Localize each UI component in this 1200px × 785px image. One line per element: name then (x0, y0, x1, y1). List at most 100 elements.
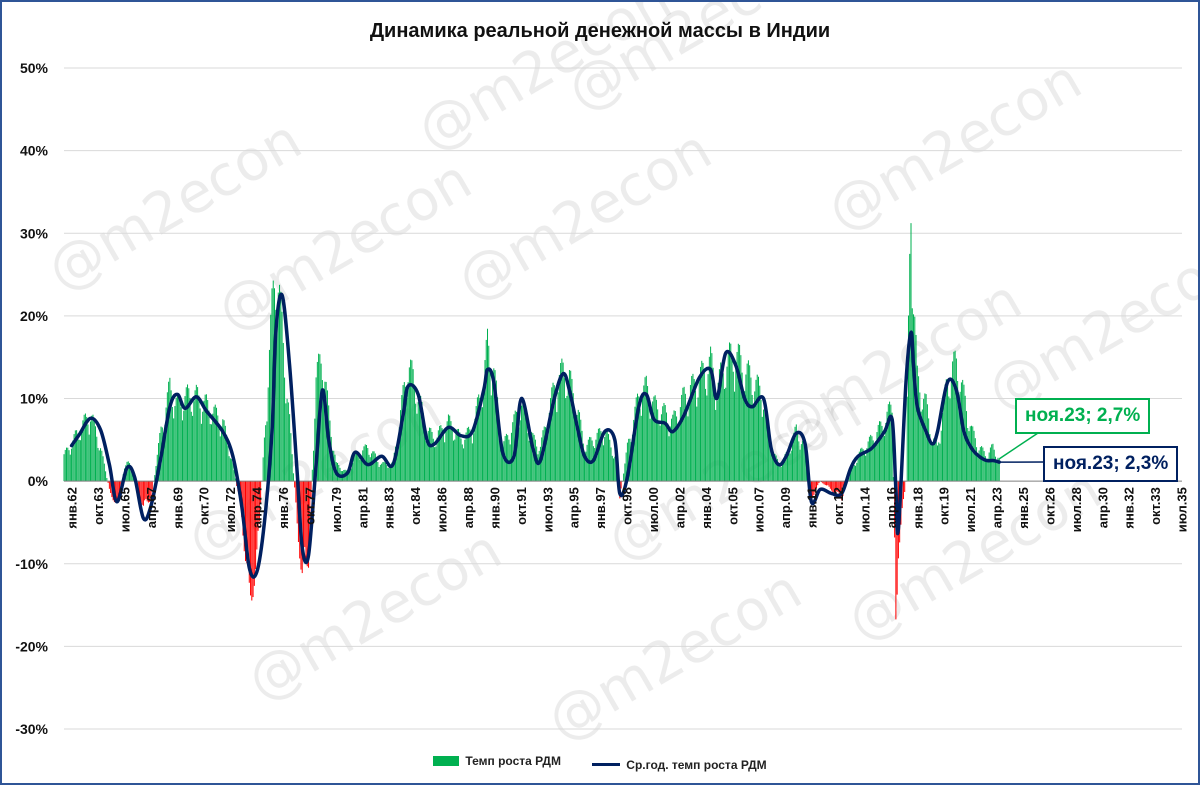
bar (198, 395, 200, 482)
bar (358, 455, 360, 482)
bar (890, 404, 892, 482)
y-tick-label: -20% (15, 638, 48, 654)
bar (355, 451, 357, 482)
bar (106, 478, 108, 482)
bar (987, 458, 989, 482)
bar (910, 223, 912, 482)
bar (401, 395, 403, 482)
bar (781, 462, 783, 482)
bar (648, 401, 650, 482)
bar (502, 448, 504, 482)
bar (63, 454, 65, 482)
bar (539, 446, 541, 482)
bar (84, 413, 86, 482)
bar (833, 481, 835, 493)
bar (411, 360, 413, 482)
y-tick-label: 20% (20, 308, 49, 324)
bar (887, 404, 889, 482)
bar (768, 425, 770, 482)
bar (551, 387, 553, 482)
bar (766, 413, 768, 482)
bar (856, 462, 858, 482)
bar (480, 407, 482, 482)
bar (205, 394, 207, 482)
bar (440, 425, 442, 482)
bar (483, 385, 485, 482)
bar (562, 362, 564, 482)
bar (217, 415, 219, 482)
bar (944, 384, 946, 482)
bar (729, 342, 731, 482)
bar (422, 412, 424, 482)
bar (510, 432, 512, 482)
bar (757, 376, 759, 482)
bar (324, 381, 326, 482)
bar (402, 385, 404, 482)
x-tick-label: апр.95 (567, 487, 582, 528)
x-tick-label: июл.21 (963, 487, 978, 532)
bar (74, 430, 76, 482)
bar (426, 437, 428, 482)
bar (284, 377, 286, 482)
bar (715, 409, 717, 482)
bar (263, 437, 265, 482)
bar (280, 291, 282, 482)
bar (552, 382, 554, 482)
bar (359, 459, 361, 482)
bar (647, 386, 649, 482)
bar (144, 481, 146, 501)
bar (203, 400, 205, 482)
x-tick-label: апр.88 (461, 487, 476, 528)
bar (802, 440, 804, 482)
bar (532, 433, 534, 482)
bar (130, 466, 132, 482)
bar (707, 374, 709, 482)
bar (572, 393, 574, 482)
bar (965, 411, 967, 482)
bar (650, 411, 652, 482)
bar (860, 448, 862, 482)
bar (353, 457, 355, 482)
bar (829, 481, 831, 489)
bar (546, 432, 548, 482)
bar (764, 404, 766, 482)
bar (657, 409, 659, 482)
bar (623, 473, 625, 482)
x-tick-label: апр.30 (1095, 487, 1110, 528)
bar (173, 418, 175, 482)
bar (466, 427, 468, 482)
bar (742, 394, 744, 482)
bar (296, 481, 298, 524)
bar (456, 429, 458, 482)
bar (938, 442, 940, 482)
bar (949, 398, 951, 482)
bar (722, 373, 724, 482)
bar (248, 481, 250, 583)
bar (712, 367, 714, 482)
bar (97, 447, 99, 482)
x-tick-label: окт.19 (937, 487, 952, 525)
bar (471, 443, 473, 482)
bar (547, 429, 549, 482)
bar (406, 398, 408, 482)
bar (82, 420, 84, 482)
bar (954, 350, 956, 482)
bar (105, 471, 107, 482)
bar (141, 481, 143, 505)
legend-swatch-bars (433, 756, 460, 766)
bar (132, 476, 134, 482)
watermark-text: @m2econ (447, 117, 723, 314)
bar (916, 365, 918, 482)
bar (930, 444, 932, 482)
legend-label-line: Ср.год. темп роста РДМ (626, 757, 767, 772)
bar (600, 431, 602, 482)
bar (108, 481, 110, 489)
bar (577, 409, 579, 482)
bar (154, 475, 156, 482)
bar (387, 467, 389, 482)
bar (265, 425, 267, 482)
bar (315, 377, 317, 482)
bar (831, 481, 833, 491)
bar (884, 435, 886, 482)
bar (697, 397, 699, 482)
